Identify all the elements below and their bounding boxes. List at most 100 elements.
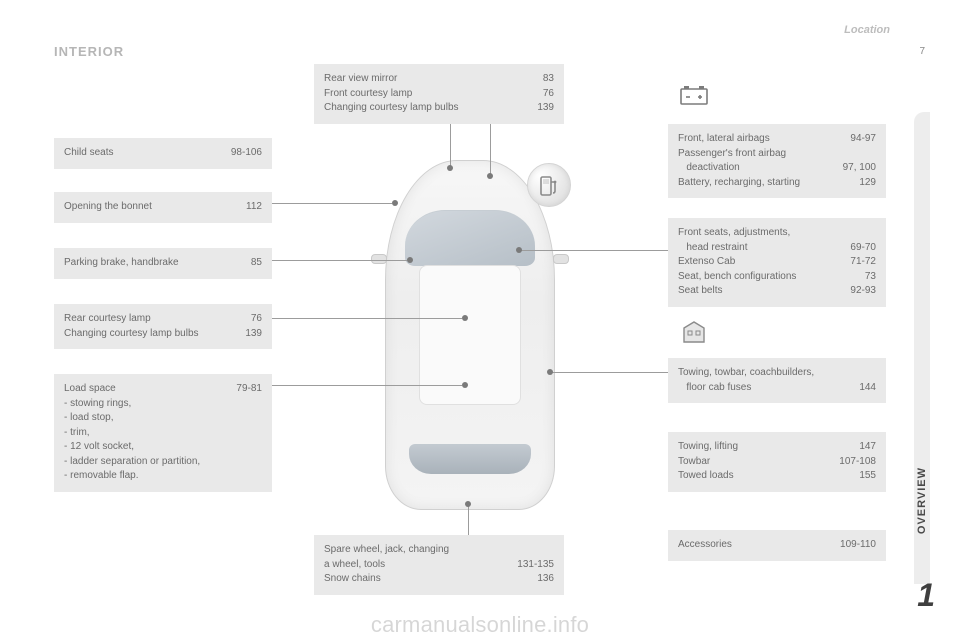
side-tab-label: OVERVIEW	[916, 467, 928, 534]
label: Spare wheel, jack, changing	[324, 543, 449, 558]
value: 79-81	[222, 382, 262, 397]
bullet: removable flap.	[64, 469, 262, 484]
value: 155	[845, 469, 876, 484]
leader-line	[520, 250, 668, 251]
page-number: 7	[919, 46, 925, 57]
label: Front seats, adjustments,	[678, 226, 790, 241]
label: Rear view mirror	[324, 72, 397, 87]
value: 112	[232, 200, 262, 215]
leader-dot	[407, 257, 413, 263]
label: Passenger's front airbag	[678, 147, 786, 162]
value: 85	[237, 256, 262, 271]
box-spare-wheel: Spare wheel, jack, changing a wheel, too…	[314, 535, 564, 595]
leader-dot	[516, 247, 522, 253]
value	[862, 147, 876, 162]
leader-dot	[487, 173, 493, 179]
value: 83	[529, 72, 554, 87]
bullet: trim,	[64, 426, 262, 441]
leader-line	[490, 124, 491, 174]
leader-line	[272, 260, 407, 261]
box-child-seats: Child seats98-106	[54, 138, 272, 169]
value: 136	[523, 572, 554, 587]
value: 107-108	[825, 455, 876, 470]
box-top-center: Rear view mirror 83 Front courtesy lamp 76…	[314, 64, 564, 124]
label: Changing courtesy lamp bulbs	[324, 101, 459, 116]
label: deactivation	[678, 161, 740, 176]
box-bonnet: Opening the bonnet 112	[54, 192, 272, 223]
fuel-pump-icon	[527, 163, 571, 207]
value: 76	[529, 87, 554, 102]
label: Changing courtesy lamp bulbs	[64, 327, 199, 342]
label: Seat belts	[678, 284, 722, 299]
label: Front, lateral airbags	[678, 132, 770, 147]
page-title: INTERIOR	[54, 44, 124, 59]
car-rear-glass	[409, 444, 531, 474]
leader-line	[272, 385, 462, 386]
value	[862, 226, 876, 241]
manual-page: Location 7 INTERIOR OVERVIEW 1 Rear view…	[0, 0, 960, 640]
label: Opening the bonnet	[64, 200, 152, 215]
bullet: load stop,	[64, 411, 262, 426]
leader-dot	[465, 501, 471, 507]
box-towing: Towing, lifting 147 Towbar 107-108 Towed l…	[668, 432, 886, 492]
label: floor cab fuses	[678, 381, 751, 396]
label: Battery, recharging, starting	[678, 176, 800, 191]
label: Extenso Cab	[678, 255, 735, 270]
bullet: stowing rings,	[64, 397, 262, 412]
leader-dot	[462, 382, 468, 388]
leader-dot	[547, 369, 553, 375]
value: 69-70	[836, 241, 876, 256]
value: 139	[523, 101, 554, 116]
label: Load space	[64, 382, 116, 397]
car-top-view	[385, 160, 555, 510]
box-load-space: Load space 79-81 stowing rings, load stop…	[54, 374, 272, 492]
value: 94-97	[836, 132, 876, 147]
value: 73	[851, 270, 876, 285]
battery-icon	[680, 85, 708, 105]
label: Parking brake, handbrake	[64, 256, 179, 271]
leader-dot	[392, 200, 398, 206]
label: a wheel, tools	[324, 558, 385, 573]
box-seats: Front seats, adjustments, head restraint…	[668, 218, 886, 307]
label: Child seats	[64, 146, 113, 161]
label: Snow chains	[324, 572, 381, 587]
leader-line	[468, 506, 469, 535]
leader-dot	[462, 315, 468, 321]
value: 97, 100	[829, 161, 876, 176]
value: 147	[845, 440, 876, 455]
label: Towing, lifting	[678, 440, 738, 455]
leader-dot	[447, 165, 453, 171]
value: 109-110	[826, 538, 876, 553]
label: Seat, bench configurations	[678, 270, 796, 285]
car-mirror-left	[371, 254, 387, 264]
label: Rear courtesy lamp	[64, 312, 151, 327]
box-rear-lamp: Rear courtesy lamp 76 Changing courtesy l…	[54, 304, 272, 349]
section-header: Location	[844, 24, 890, 36]
value: 129	[845, 176, 876, 191]
car-mirror-right	[553, 254, 569, 264]
value: 139	[231, 327, 262, 342]
box-towing-coach: Towing, towbar, coachbuilders, floor cab…	[668, 358, 886, 403]
value: 71-72	[836, 255, 876, 270]
watermark: carmanualsonline.info	[0, 612, 960, 638]
label: Towbar	[678, 455, 710, 470]
fuse-box-icon	[680, 320, 708, 344]
car-roof	[419, 265, 521, 405]
box-parking-brake: Parking brake, handbrake 85	[54, 248, 272, 279]
label: head restraint	[678, 241, 747, 256]
value	[540, 543, 554, 558]
label: Towing, towbar, coachbuilders,	[678, 366, 814, 381]
value: 76	[237, 312, 262, 327]
bullet: ladder separation or partition,	[64, 455, 262, 470]
value: 131-135	[503, 558, 554, 573]
bullet: 12 volt socket,	[64, 440, 262, 455]
value: 92-93	[836, 284, 876, 299]
label: Accessories	[678, 538, 732, 553]
label: Towed loads	[678, 469, 734, 484]
leader-line	[272, 318, 462, 319]
label: Front courtesy lamp	[324, 87, 412, 102]
value: 144	[845, 381, 876, 396]
car-windshield	[405, 210, 535, 266]
leader-line	[450, 124, 451, 166]
side-tab-overview: OVERVIEW	[914, 446, 930, 556]
